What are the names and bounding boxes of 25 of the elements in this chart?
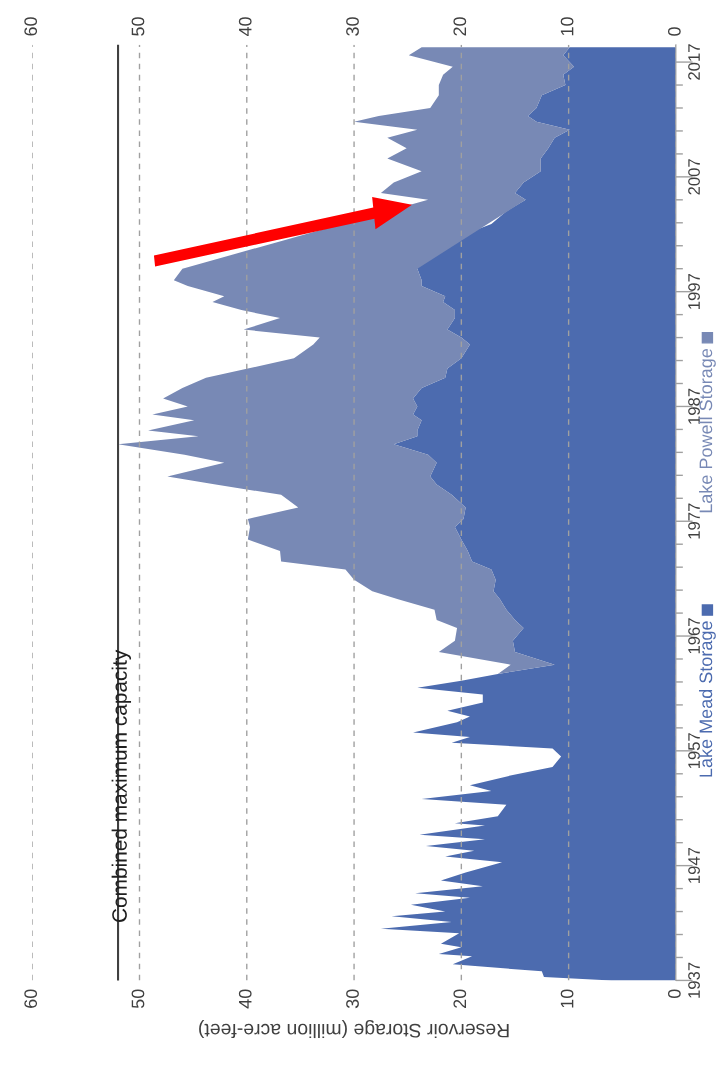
x-tick-label: 10 bbox=[560, 17, 574, 36]
y-tick-label: 2007 bbox=[688, 159, 700, 195]
x2-tick-label: 60 bbox=[24, 989, 38, 1008]
y-tick-label: 1997 bbox=[688, 273, 700, 309]
x-tick-label: 0 bbox=[667, 27, 681, 36]
x-axis-title: Reservoir Storage (million acre-feet) bbox=[199, 1019, 509, 1039]
x-tick-label: 60 bbox=[24, 17, 38, 36]
y-tick-label: 1957 bbox=[688, 733, 700, 769]
y-tick-label: 1967 bbox=[688, 618, 700, 654]
x-tick-label: 50 bbox=[131, 17, 145, 36]
x2-tick-label: 20 bbox=[453, 989, 467, 1008]
x2-tick-label: 0 bbox=[667, 989, 681, 999]
x-tick-label: 30 bbox=[346, 17, 359, 36]
x-tick-label: 20 bbox=[453, 17, 467, 36]
y-tick-label: 2017 bbox=[688, 44, 700, 80]
x2-tick-label: 50 bbox=[131, 989, 145, 1009]
x-tick-label: 40 bbox=[238, 17, 252, 37]
y-tick-label: 1977 bbox=[688, 503, 700, 539]
y-tick-label: 1937 bbox=[688, 962, 700, 998]
y-tick-label: 1947 bbox=[688, 847, 700, 883]
x2-tick-label: 30 bbox=[346, 989, 359, 1009]
ref-line-label: Combined maximum capacity bbox=[111, 649, 132, 922]
y-tick-label: 1987 bbox=[688, 388, 700, 424]
x2-tick-label: 40 bbox=[238, 989, 252, 1009]
x2-tick-label: 10 bbox=[560, 989, 574, 1008]
